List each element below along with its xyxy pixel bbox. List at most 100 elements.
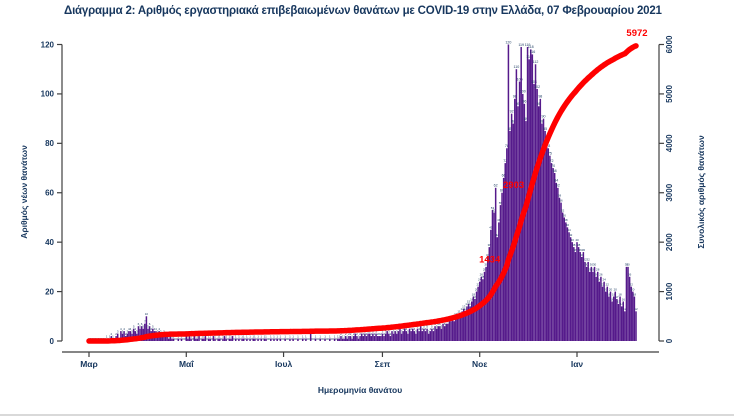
bar-value-label: 0	[267, 337, 269, 341]
bar-value-label: 0	[248, 337, 250, 341]
bar-value-label: 5	[423, 324, 425, 328]
bar-value-label: 0	[227, 337, 229, 341]
daily-bar	[464, 311, 467, 341]
bar-value-label: 2	[377, 332, 379, 336]
bar-value-label: 5	[139, 324, 141, 328]
y-right-tick-label: 6000	[665, 35, 674, 53]
chart-title: Διάγραμμα 2: Αριθμός εργαστηριακά επιβεβ…	[64, 5, 662, 17]
bar-value-label: 1	[347, 334, 349, 338]
bar-value-label: 68	[553, 169, 557, 173]
bar-value-label: 42	[496, 233, 500, 237]
bar-value-label: 30	[593, 263, 597, 267]
bar-value-label: 0	[179, 337, 181, 341]
y-left-tick-label: 40	[45, 238, 54, 247]
daily-bar	[381, 333, 384, 341]
daily-bar	[625, 266, 628, 341]
y-right-axis-title: Συνολικός αριθμός θανάτων	[696, 135, 706, 249]
daily-bar	[314, 338, 317, 341]
daily-bar	[345, 336, 347, 341]
bar-value-label: 0	[262, 337, 264, 341]
bar-value-label: 2	[125, 332, 127, 336]
bar-value-label: 14	[620, 302, 624, 306]
bar-value-label: 0	[318, 337, 320, 341]
bar-value-label: 18	[633, 292, 637, 296]
bar-value-label: 17	[615, 295, 619, 299]
bar-value-label: 1	[342, 334, 344, 338]
bar-value-label: 95	[516, 102, 520, 106]
bar-value-label: 48	[564, 218, 568, 222]
bar-value-label: 28	[483, 268, 487, 272]
bar-value-label: 0	[278, 337, 280, 341]
bar-value-label: 1	[219, 334, 221, 338]
daily-bar	[329, 338, 331, 341]
daily-bar	[349, 336, 352, 341]
bar-value-label: 116	[529, 50, 535, 54]
bar-value-label: 75	[548, 151, 552, 155]
daily-bar	[222, 338, 224, 341]
daily-bar	[340, 336, 342, 341]
bar-value-label: 15	[617, 300, 621, 304]
bar-value-label: 66	[502, 174, 506, 178]
daily-bar	[163, 333, 165, 341]
bar-value-label: 4	[425, 327, 427, 331]
bar-value-label: 0	[316, 337, 318, 341]
daily-bar	[376, 336, 379, 341]
bar-value-label: 0	[268, 337, 270, 341]
daily-bar	[470, 301, 473, 341]
y-left-axis-title: Αριθμός νέων θανάτων	[19, 145, 29, 239]
daily-bar	[432, 331, 435, 341]
bar-value-label: 0	[176, 337, 178, 341]
bar-value-label: 30	[625, 263, 629, 267]
bar-value-label: 3	[126, 329, 128, 333]
daily-bar	[172, 338, 175, 341]
bar-value-label: 0	[321, 337, 323, 341]
bar-value-label: 112	[533, 60, 539, 64]
daily-bar	[537, 106, 540, 341]
daily-bar	[364, 333, 366, 341]
bar-value-label: 4	[130, 327, 132, 331]
bar-value-label: 12	[634, 307, 638, 311]
daily-bar	[137, 326, 140, 341]
bar-value-label: 0	[313, 337, 315, 341]
daily-bar	[493, 212, 495, 341]
bar-value-label: 4	[150, 327, 152, 331]
bar-value-label: 6	[444, 322, 446, 326]
daily-bar	[483, 271, 486, 341]
bar-value-label: 4	[410, 327, 412, 331]
daily-bar	[309, 333, 312, 341]
bar-value-label: 1	[315, 334, 317, 338]
daily-bar	[455, 316, 457, 341]
daily-bar	[257, 338, 259, 341]
daily-bar	[514, 98, 516, 341]
bar-value-label: 20	[604, 287, 608, 291]
bar-value-label: 2	[378, 332, 380, 336]
daily-bar	[472, 296, 475, 341]
bar-value-label: 78	[505, 144, 509, 148]
bar-value-label: 3	[385, 329, 387, 333]
bar-value-label: 30	[585, 263, 589, 267]
bar-value-label: 13	[462, 305, 466, 309]
x-tick-label: Μαρ	[80, 359, 98, 369]
bar-value-label: 2	[356, 332, 358, 336]
bar-value-label: 3	[157, 329, 159, 333]
bar-value-label: 4	[406, 327, 408, 331]
bar-value-label: 0	[275, 337, 277, 341]
bar-value-label: 5	[431, 324, 433, 328]
daily-bar	[443, 326, 446, 341]
daily-bar	[499, 205, 502, 341]
daily-bar	[234, 338, 237, 341]
daily-bar	[185, 336, 188, 341]
bar-value-label: 3	[396, 329, 398, 333]
daily-bar	[544, 130, 546, 341]
bar-value-label: 53	[491, 206, 495, 210]
bar-value-label: 5	[133, 324, 135, 328]
bar-value-label: 28	[591, 268, 595, 272]
daily-bar	[354, 333, 357, 341]
bar-value-label: 1	[257, 334, 259, 338]
daily-bar	[566, 227, 569, 341]
daily-bar	[343, 338, 345, 341]
daily-bar	[362, 336, 365, 341]
daily-bar	[568, 232, 570, 341]
bar-value-label: 3	[131, 329, 133, 333]
bar-value-label: 6	[138, 322, 140, 326]
